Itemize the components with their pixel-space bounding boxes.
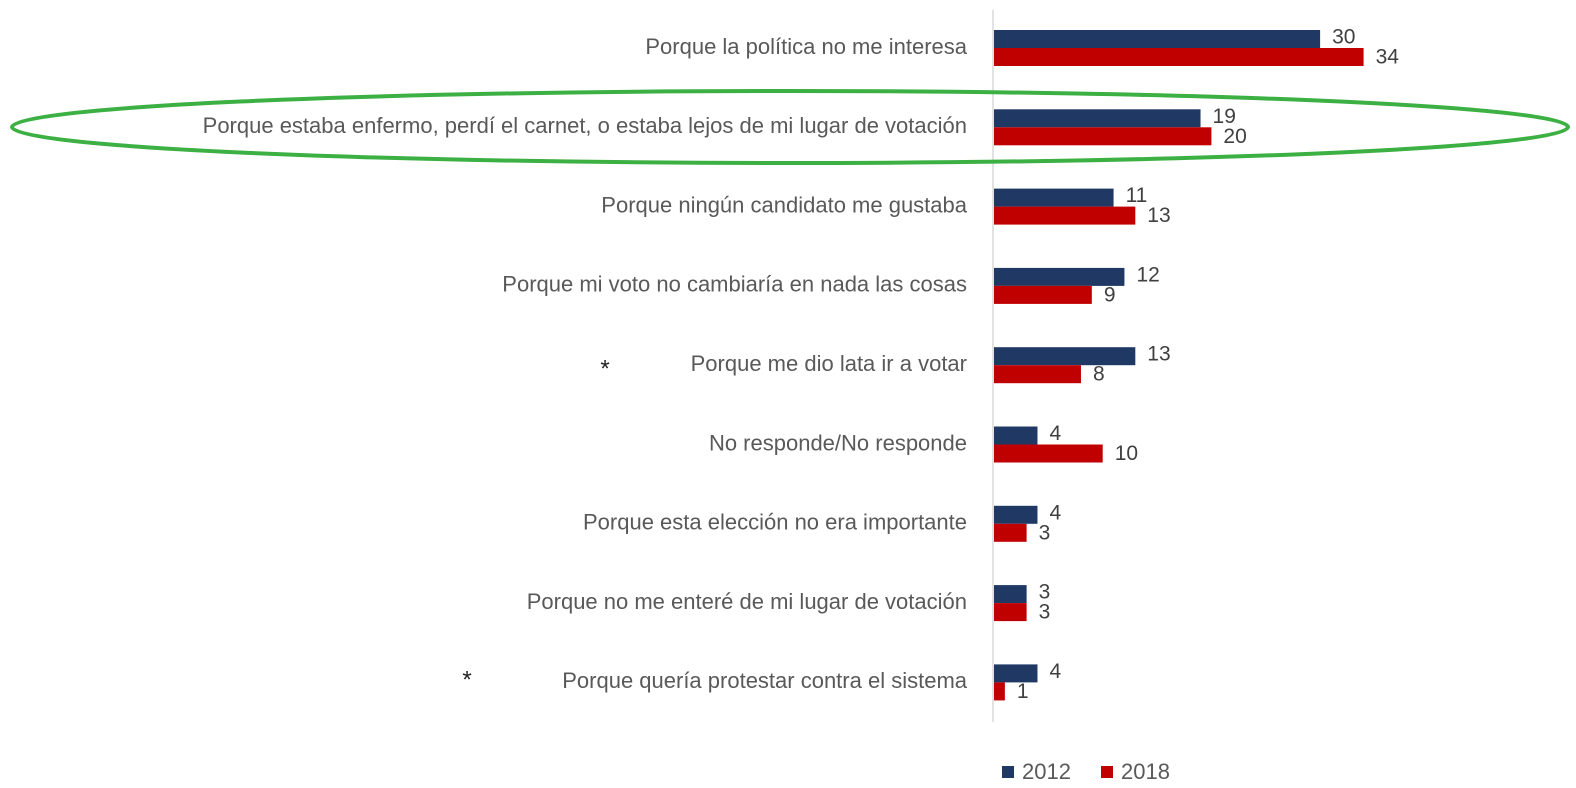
bar [994, 444, 1103, 463]
bar [994, 505, 1038, 524]
category-label: Porque quería protestar contra el sistem… [562, 668, 968, 693]
value-label: 1 [1017, 680, 1029, 703]
value-label: 4 [1049, 660, 1061, 683]
annotation: * [600, 355, 609, 382]
bar [994, 285, 1092, 304]
category-label: Porque la política no me interesa [645, 34, 967, 59]
bar [994, 585, 1027, 604]
value-label: 19 [1213, 105, 1236, 128]
legend-label: 2018 [1121, 759, 1170, 784]
bar [994, 365, 1081, 384]
value-label: 20 [1223, 125, 1246, 148]
bar [994, 664, 1038, 683]
bar [994, 30, 1321, 48]
legend-label: 2012 [1022, 759, 1071, 784]
value-label: 4 [1049, 422, 1061, 445]
value-label: 8 [1093, 363, 1105, 386]
bar [994, 48, 1364, 66]
value-label: 3 [1039, 601, 1051, 624]
value-label: 34 [1376, 46, 1400, 69]
category-label: Porque no me enteré de mi lugar de votac… [527, 589, 967, 614]
value-label: 9 [1104, 283, 1116, 306]
value-label: 3 [1039, 521, 1051, 544]
value-label: 4 [1049, 501, 1061, 524]
value-label: 11 [1126, 184, 1148, 207]
bar [994, 109, 1201, 128]
legend-swatch [1101, 766, 1113, 778]
bar [994, 603, 1027, 622]
highlight-ellipse [10, 89, 1570, 165]
annotation: * [462, 666, 471, 693]
category-label: Porque me dio lata ir a votar [691, 351, 967, 376]
category-label: Porque esta elección no era importante [583, 510, 967, 535]
bar [994, 267, 1125, 286]
value-label: 13 [1147, 204, 1170, 227]
bar [994, 523, 1027, 542]
category-label: Porque estaba enfermo, perdí el carnet, … [203, 113, 967, 138]
value-label: 13 [1147, 343, 1170, 366]
legend-swatch [1002, 766, 1014, 778]
value-label: 10 [1115, 442, 1138, 465]
bar [994, 347, 1136, 366]
value-label: 30 [1332, 26, 1355, 49]
bar [994, 188, 1114, 207]
bar [994, 682, 1005, 701]
bar [994, 127, 1212, 146]
category-label: No responde/No responde [709, 430, 967, 455]
bar [994, 426, 1038, 445]
category-label: Porque mi voto no cambiaría en nada las … [502, 272, 967, 297]
value-label: 12 [1136, 263, 1159, 286]
value-label: 3 [1039, 581, 1051, 604]
category-label: Porque ningún candidato me gustaba [601, 192, 967, 217]
bar [994, 206, 1136, 225]
